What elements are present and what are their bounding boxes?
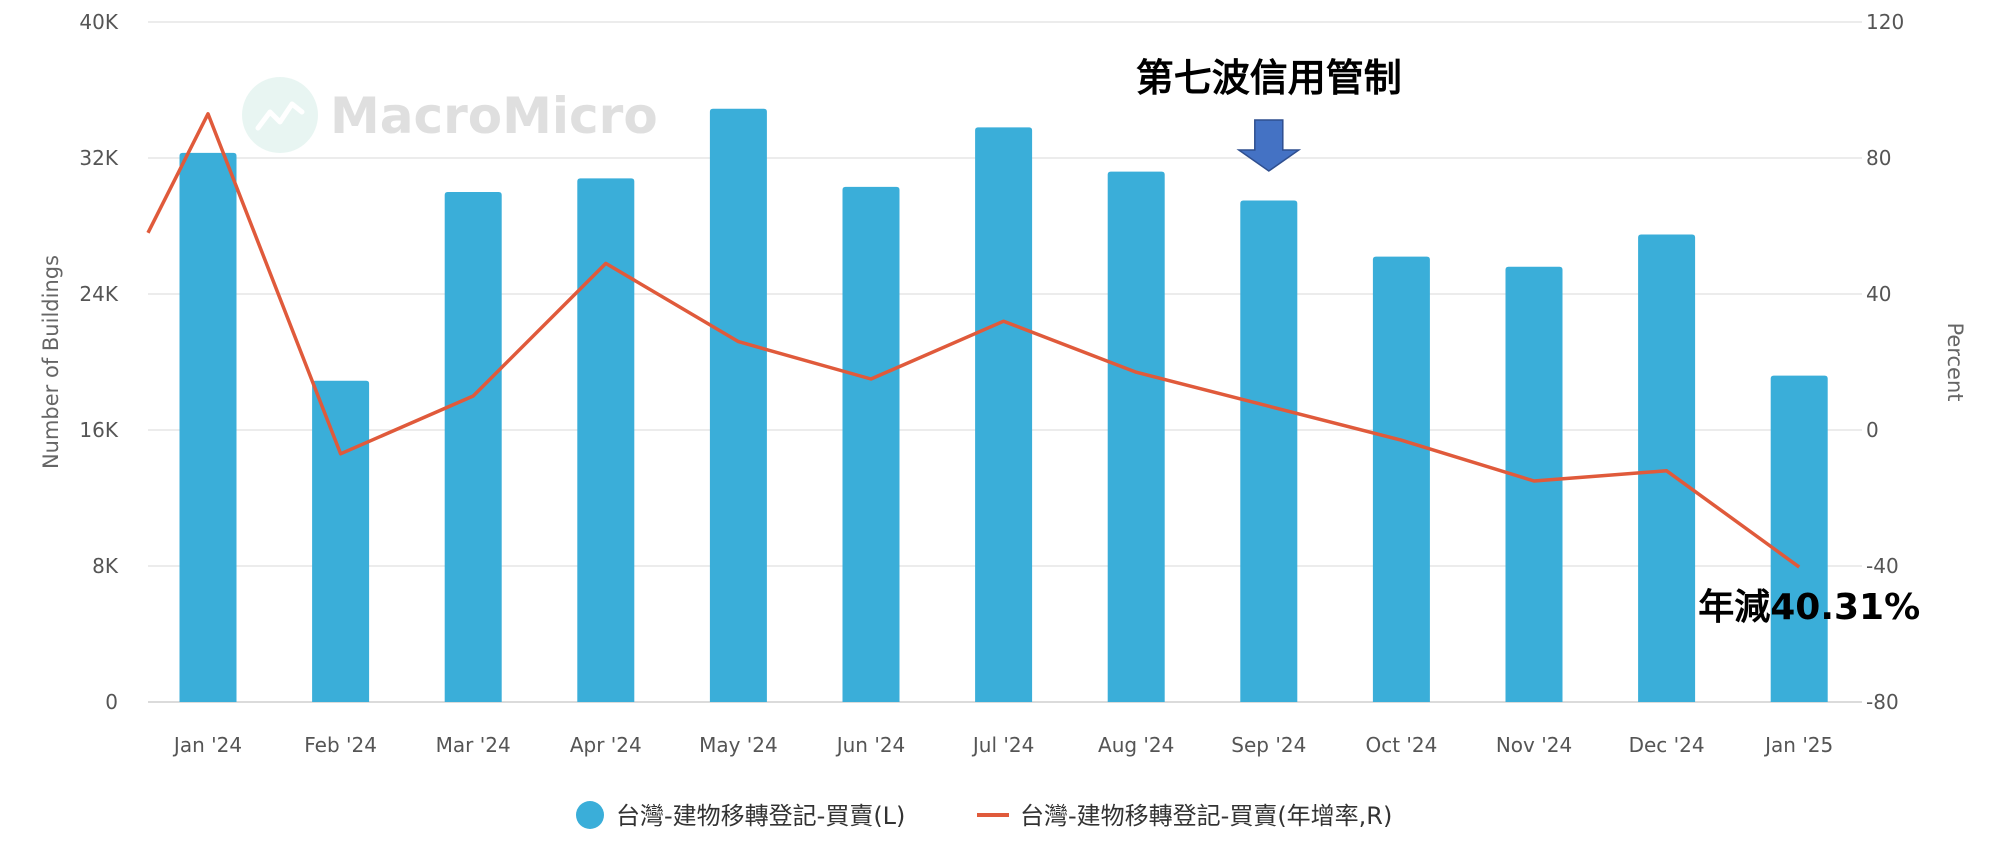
left-tick-label: 0 [105,690,118,714]
line-series [146,112,1801,569]
left-axis-title: Number of Buildings [39,255,63,469]
bar [577,178,635,702]
yoy-decline-annotation: 年減40.31% [1698,587,1920,628]
macromicro-logo-mark [255,101,305,131]
bar [709,108,767,702]
x-tick-label: Jan '24 [172,733,242,757]
bar [444,192,502,702]
x-tick-label: May '24 [699,733,778,757]
left-tick-label: 8K [92,554,119,578]
right-tick-label: -40 [1866,554,1899,578]
bar [1505,266,1563,702]
x-tick-label: Apr '24 [570,733,642,757]
legend-item-line-series[interactable]: 台灣-建物移轉登記-買賣(年增率,R) [1020,802,1392,830]
bar [975,127,1033,702]
x-tick-label: Feb '24 [304,733,377,757]
left-axis-ticks: 0 8K 16K 24K 32K 40K [79,10,118,714]
legend-bar-marker-icon [576,801,604,829]
x-tick-label: Aug '24 [1098,733,1174,757]
macromicro-logo-icon [242,77,318,153]
x-tick-label: Nov '24 [1496,733,1572,757]
left-tick-label: 24K [79,282,118,306]
x-tick-label: Dec '24 [1629,733,1705,757]
right-axis-title: Percent [1943,322,1967,401]
right-tick-label: 80 [1866,146,1891,170]
x-tick-label: Mar '24 [436,733,511,757]
bar [179,152,237,702]
x-tick-label: Oct '24 [1365,733,1437,757]
left-tick-label: 16K [79,418,118,442]
credit-control-annotation: 第七波信用管制 [1136,56,1402,100]
left-tick-label: 32K [79,146,118,170]
bar [1770,375,1828,702]
bar [1107,171,1165,703]
bar [1240,200,1298,702]
macromicro-watermark: MacroMicro [242,77,658,153]
x-tick-label: Sep '24 [1231,733,1306,757]
yoy-line [146,112,1801,569]
left-tick-label: 40K [79,10,118,34]
watermark-text: MacroMicro [330,87,658,145]
bar [842,186,900,702]
right-tick-label: 40 [1866,282,1891,306]
right-tick-label: 0 [1866,418,1879,442]
x-axis-ticks: Jan '24 Feb '24 Mar '24 Apr '24 May '24 Jun '… [172,733,1833,757]
legend-item-bar-series[interactable]: 台灣-建物移轉登記-買賣(L) [616,802,905,830]
x-tick-label: Jun '24 [835,733,906,757]
bar [1638,234,1696,702]
bar [1372,256,1430,702]
right-tick-label: 120 [1866,10,1904,34]
down-arrow-icon [1236,119,1302,172]
x-tick-label: Jan '25 [1763,733,1833,757]
right-axis-ticks: -80 -40 0 40 80 120 [1866,10,1904,714]
bar [312,380,370,702]
x-tick-label: Jul '24 [971,733,1034,757]
legend: 台灣-建物移轉登記-買賣(L) 台灣-建物移轉登記-買賣(年增率,R) [576,801,1392,830]
right-tick-label: -80 [1866,690,1899,714]
bar-series [179,108,1828,703]
